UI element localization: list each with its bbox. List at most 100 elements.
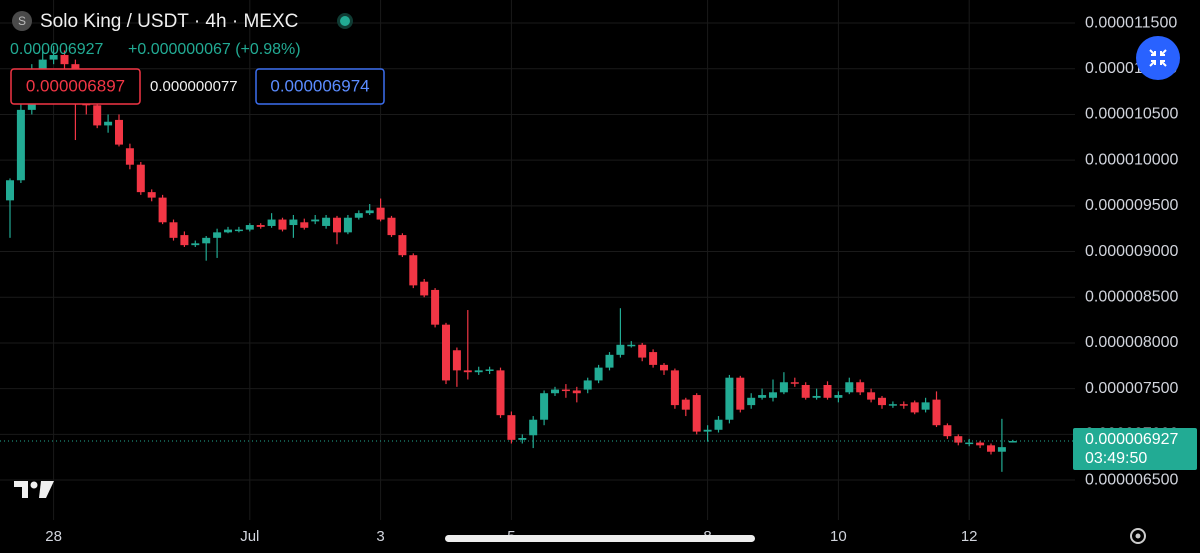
candle-body bbox=[649, 352, 658, 365]
candle-body bbox=[442, 324, 450, 381]
y-tick-label: 0.000010500 bbox=[1085, 106, 1179, 123]
candle-body bbox=[551, 389, 559, 394]
candle-body bbox=[398, 235, 407, 256]
candle-body bbox=[790, 382, 799, 384]
candle-body bbox=[812, 395, 821, 398]
y-tick-label: 0.000011500 bbox=[1085, 14, 1177, 31]
candle-body bbox=[256, 225, 265, 227]
candle-body bbox=[692, 395, 701, 432]
candle-body bbox=[420, 281, 429, 296]
candle-body bbox=[594, 367, 603, 381]
candle-body bbox=[191, 243, 200, 246]
candle-body bbox=[387, 217, 396, 236]
candle-body bbox=[311, 219, 320, 222]
candle-body bbox=[561, 389, 570, 392]
candle-body bbox=[234, 229, 243, 232]
candle-body bbox=[16, 109, 25, 181]
symbol-title[interactable]: Solo King / USDT · 4h · MEXC bbox=[40, 11, 298, 32]
candle-body bbox=[747, 397, 756, 406]
candle-body bbox=[779, 382, 788, 393]
candle-body bbox=[38, 59, 47, 70]
y-tick-label: 0.000007500 bbox=[1085, 380, 1179, 397]
candle-body bbox=[616, 344, 625, 355]
symbol-icon-letter: S bbox=[18, 14, 26, 28]
collapse-button[interactable] bbox=[1136, 36, 1180, 80]
home-indicator bbox=[445, 535, 755, 542]
candle-body bbox=[93, 105, 102, 126]
candle-body bbox=[834, 395, 843, 398]
candle-body bbox=[888, 404, 897, 406]
candle-body bbox=[365, 210, 374, 214]
candle-body bbox=[823, 384, 832, 398]
candle-body bbox=[540, 393, 549, 420]
x-tick-label: 3 bbox=[376, 528, 384, 545]
symbol-icon bbox=[12, 11, 32, 31]
candle-body bbox=[638, 344, 647, 358]
candle-body bbox=[681, 399, 690, 410]
candle-body bbox=[670, 370, 679, 406]
buy-button[interactable] bbox=[255, 68, 385, 105]
candle-body bbox=[278, 219, 287, 230]
sell-price[interactable]: 0.000006897 bbox=[26, 76, 125, 95]
candle-body bbox=[976, 442, 985, 446]
candle-body bbox=[343, 217, 352, 233]
candle-body bbox=[245, 225, 254, 230]
candle-body bbox=[910, 402, 919, 413]
candle-body bbox=[300, 222, 309, 228]
buy-price[interactable]: 0.000006974 bbox=[270, 76, 369, 95]
y-tick-label: 0.000006500 bbox=[1085, 471, 1179, 488]
candle-body bbox=[104, 121, 113, 126]
candle-body bbox=[180, 235, 189, 246]
candle-body bbox=[224, 229, 232, 233]
candle-body bbox=[452, 350, 461, 371]
candle-body bbox=[49, 55, 58, 60]
candle-body bbox=[627, 344, 636, 347]
candle-body bbox=[932, 399, 941, 426]
grid bbox=[0, 0, 1075, 520]
candle-body bbox=[147, 192, 156, 198]
candle-body bbox=[921, 402, 930, 410]
overlay: 0.000006927 03:49:50 bbox=[0, 428, 1197, 471]
candle-body bbox=[267, 219, 276, 226]
price-tag-value: 0.000006927 bbox=[1085, 431, 1179, 448]
candle-body bbox=[856, 382, 865, 393]
candle-body bbox=[60, 55, 69, 65]
candle-body bbox=[769, 392, 777, 398]
candle-body bbox=[703, 429, 712, 432]
candle-body bbox=[431, 289, 440, 325]
y-tick-label: 0.000010000 bbox=[1085, 151, 1179, 168]
candle-body bbox=[463, 370, 472, 373]
price-tag-countdown: 03:49:50 bbox=[1085, 450, 1147, 467]
candle-body bbox=[169, 222, 178, 238]
candle-body bbox=[376, 207, 385, 220]
settings-button[interactable] bbox=[1130, 528, 1146, 544]
x-tick-label: 10 bbox=[830, 528, 847, 545]
y-tick-label: 0.000008500 bbox=[1085, 288, 1179, 305]
price-change: +0.000000067 (+0.98%) bbox=[128, 41, 301, 58]
candle-body bbox=[714, 419, 723, 430]
candle-body bbox=[409, 255, 418, 286]
sell-button[interactable] bbox=[10, 68, 141, 105]
candle-body bbox=[202, 237, 211, 244]
candle-body bbox=[6, 180, 14, 201]
candle-body bbox=[354, 213, 363, 218]
candle-body bbox=[899, 404, 908, 406]
candle-body bbox=[213, 232, 222, 238]
candle-body bbox=[136, 164, 145, 193]
candle-body bbox=[507, 415, 516, 440]
candle-body bbox=[987, 445, 995, 452]
x-tick-label: 28 bbox=[45, 528, 62, 545]
candle-body bbox=[572, 390, 581, 394]
candle-body bbox=[605, 354, 614, 368]
candle-body bbox=[158, 197, 167, 223]
candle-body bbox=[333, 217, 341, 233]
candle-body bbox=[878, 397, 886, 406]
price-tag bbox=[1073, 428, 1197, 471]
y-tick-label: 0.000009500 bbox=[1085, 197, 1179, 214]
candle-body bbox=[474, 370, 483, 373]
candle-body bbox=[322, 217, 331, 226]
candle-body bbox=[801, 384, 810, 398]
x-tick-label: Jul bbox=[240, 528, 259, 545]
